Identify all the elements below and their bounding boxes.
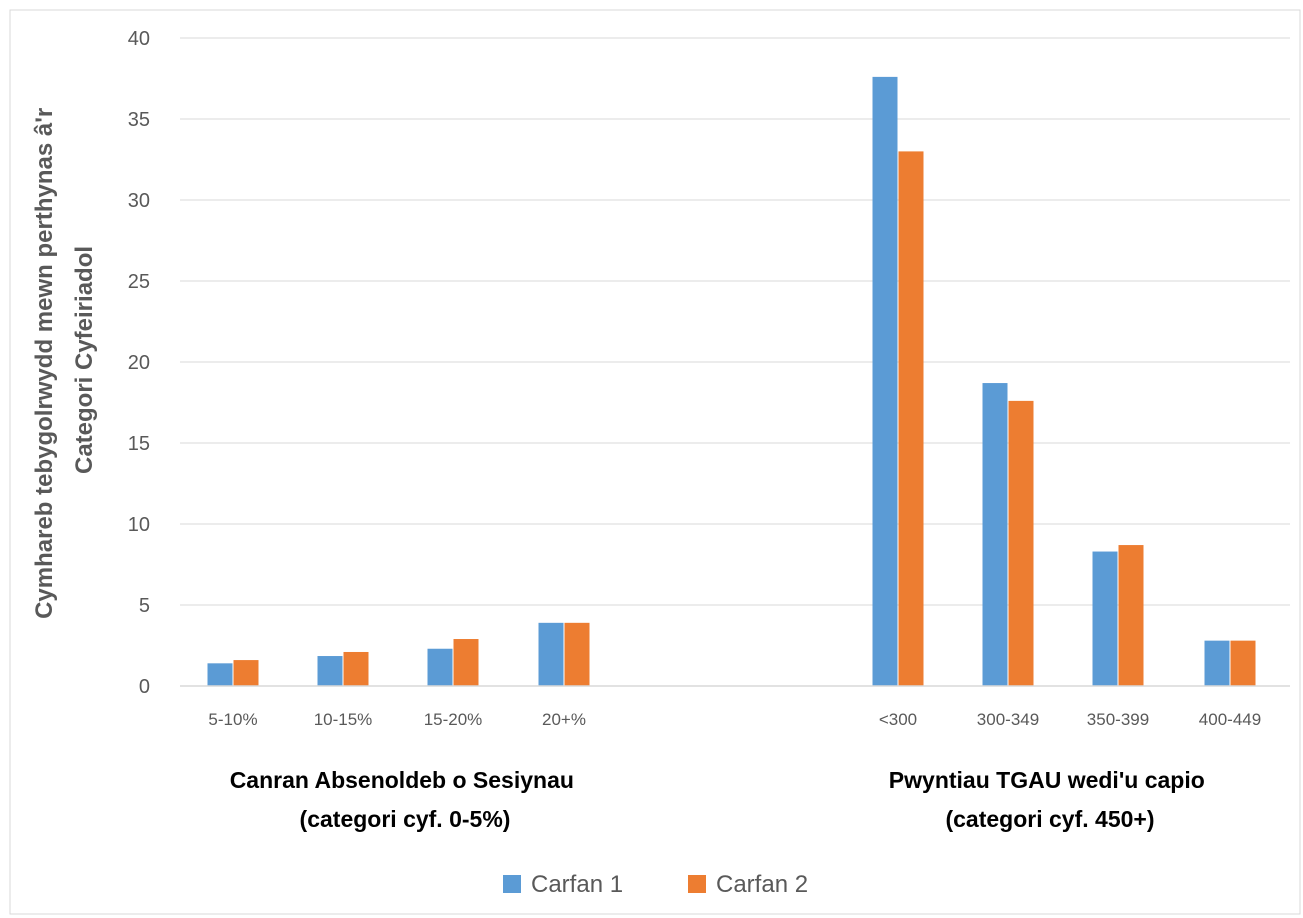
y-axis-label-line-2: Categori Cyfeiriadol: [71, 246, 98, 474]
y-tick-label-30: 30: [128, 190, 150, 212]
y-tick-label-0: 0: [139, 676, 150, 698]
legend-swatch-carfan-2: [688, 875, 706, 893]
group-label-absence-line-2: (categori cyf. 0-5%): [300, 806, 511, 832]
x-tick-label-3: 20+%: [542, 710, 586, 729]
bar-1-7: [1204, 640, 1230, 686]
x-tick-label-0: 5-10%: [208, 710, 257, 729]
x-tick-label-4: <300: [879, 710, 917, 729]
group-label-absence-line-1: Canran Absenoldeb o Sesiynau: [230, 767, 574, 793]
bar-2-6: [1118, 545, 1144, 686]
y-axis-label-line-1: Cymhareb tebygolrwydd mewn perthynas â'r: [31, 108, 58, 619]
x-tick-label-6: 350-399: [1087, 710, 1149, 729]
chart-frame: [9, 9, 1301, 915]
x-tick-labels: 5-10% 10-15% 15-20% 20+% <300 300-349 350-399 4…: [208, 710, 1261, 729]
bar-1-5: [982, 383, 1008, 686]
bar-2-7: [1230, 640, 1256, 686]
x-tick-label-2: 15-20%: [424, 710, 483, 729]
y-tick-label-25: 25: [128, 271, 150, 293]
bar-2-3: [564, 622, 590, 686]
y-tick-labels: 0 5 10 15 20 25 30 35 40: [128, 28, 150, 698]
y-tick-label-15: 15: [128, 433, 150, 455]
bar-1-3: [538, 622, 564, 686]
group-label-gcse-line-1: Pwyntiau TGAU wedi'u capio: [889, 767, 1205, 793]
y-tick-label-35: 35: [128, 109, 150, 131]
bars: [207, 76, 1256, 686]
bar-1-6: [1092, 551, 1118, 686]
y-tick-label-20: 20: [128, 352, 150, 374]
y-tick-label-10: 10: [128, 514, 150, 536]
bar-1-0: [207, 663, 233, 686]
x-tick-label-5: 300-349: [977, 710, 1039, 729]
y-tick-label-40: 40: [128, 28, 150, 50]
bar-1-1: [317, 656, 343, 686]
group-label-gcse-line-2: (categori cyf. 450+): [945, 806, 1154, 832]
bar-2-5: [1008, 400, 1034, 686]
bar-2-1: [343, 651, 369, 686]
legend-swatch-carfan-1: [503, 875, 521, 893]
group-label-absence: Canran Absenoldeb o Sesiynau (categori c…: [230, 767, 581, 832]
legend-label-carfan-1: Carfan 1: [531, 871, 623, 898]
bar-2-2: [453, 639, 479, 686]
bar-1-2: [427, 648, 453, 686]
bar-2-0: [233, 660, 259, 686]
y-tick-label-5: 5: [139, 595, 150, 617]
bar-1-4: [872, 76, 898, 686]
x-tick-label-7: 400-449: [1199, 710, 1261, 729]
legend: Carfan 1 Carfan 2: [503, 871, 808, 898]
x-tick-label-1: 10-15%: [314, 710, 373, 729]
bar-2-4: [898, 151, 924, 686]
group-label-gcse: Pwyntiau TGAU wedi'u capio (categori cyf…: [889, 767, 1211, 832]
legend-label-carfan-2: Carfan 2: [716, 871, 808, 898]
y-axis-label: Cymhareb tebygolrwydd mewn perthynas â'r…: [31, 101, 98, 619]
